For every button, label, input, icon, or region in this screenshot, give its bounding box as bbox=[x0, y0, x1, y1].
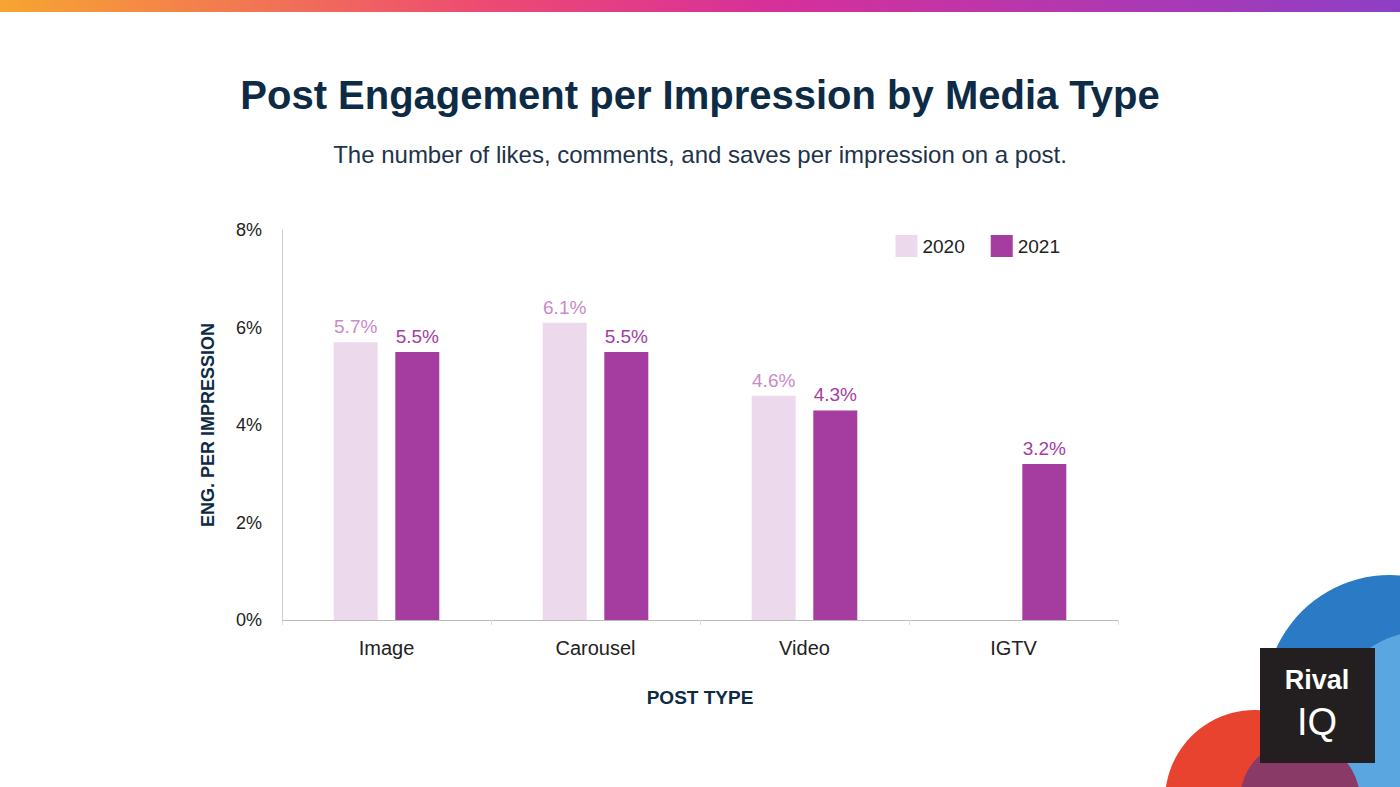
svg-text:ENG. PER IMPRESSION: ENG. PER IMPRESSION bbox=[198, 323, 218, 527]
svg-text:Post Engagement per Impression: Post Engagement per Impression by Media … bbox=[240, 73, 1159, 117]
svg-text:The number of likes, comments,: The number of likes, comments, and saves… bbox=[333, 141, 1067, 168]
svg-text:2%: 2% bbox=[236, 513, 262, 533]
svg-text:2021: 2021 bbox=[1018, 236, 1060, 257]
svg-text:Image: Image bbox=[359, 637, 415, 659]
svg-text:5.7%: 5.7% bbox=[334, 316, 377, 337]
svg-text:8%: 8% bbox=[236, 220, 262, 240]
svg-text:0%: 0% bbox=[236, 610, 262, 630]
svg-text:6.1%: 6.1% bbox=[543, 297, 586, 318]
svg-text:4.3%: 4.3% bbox=[814, 384, 857, 405]
svg-text:6%: 6% bbox=[236, 318, 262, 338]
svg-text:IGTV: IGTV bbox=[990, 637, 1037, 659]
svg-text:5.5%: 5.5% bbox=[396, 326, 439, 347]
svg-text:4.6%: 4.6% bbox=[752, 370, 795, 391]
svg-text:3.2%: 3.2% bbox=[1023, 438, 1066, 459]
svg-text:IQ: IQ bbox=[1297, 701, 1337, 743]
svg-text:4%: 4% bbox=[236, 415, 262, 435]
svg-text:POST TYPE: POST TYPE bbox=[647, 687, 754, 708]
svg-text:Rival: Rival bbox=[1285, 665, 1350, 695]
svg-text:Carousel: Carousel bbox=[555, 637, 635, 659]
svg-text:Video: Video bbox=[779, 637, 830, 659]
svg-text:2020: 2020 bbox=[922, 236, 964, 257]
svg-text:5.5%: 5.5% bbox=[605, 326, 648, 347]
